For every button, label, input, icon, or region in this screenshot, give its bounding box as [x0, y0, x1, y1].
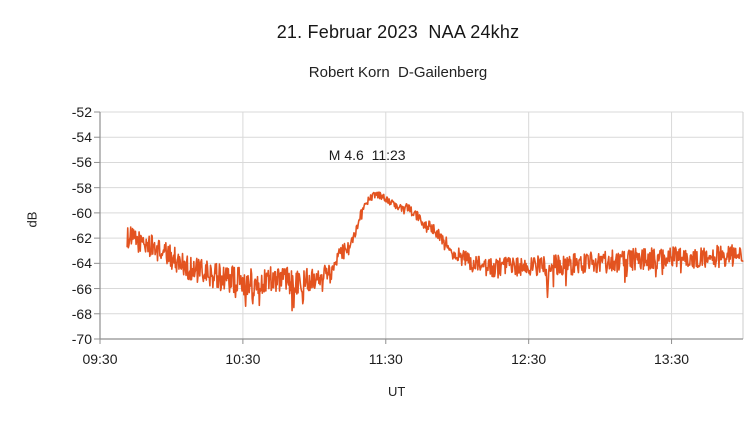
y-tick-label: -62	[71, 230, 92, 247]
x-tick-label: 11:30	[368, 351, 403, 367]
signal-line	[126, 191, 744, 312]
y-tick-label: -54	[71, 129, 92, 146]
flare-annotation: M 4.6 11:23	[328, 146, 406, 163]
x-tick-label: 12:30	[511, 351, 547, 367]
y-tick-label: -68	[71, 305, 92, 322]
y-tick-label: -64	[71, 255, 92, 272]
y-tick-label: -52	[71, 104, 92, 120]
y-tick-label: -58	[71, 179, 92, 196]
x-tick-label: 09:30	[82, 351, 118, 367]
x-tick-label: 13:30	[654, 351, 690, 367]
y-tick-label: -66	[71, 280, 92, 297]
chart-subtitle: Robert Korn D-Gailenberg	[308, 64, 488, 81]
y-tick-label: -60	[71, 204, 92, 221]
y-tick-label: -56	[71, 154, 92, 171]
chart-title: 21. Februar 2023 NAA 24khz	[276, 22, 520, 42]
x-axis-label: UT	[388, 384, 406, 399]
y-tick-label: -70	[71, 331, 92, 347]
x-tick-label: 10:30	[225, 351, 261, 367]
y-axis-label: dB	[24, 211, 40, 228]
